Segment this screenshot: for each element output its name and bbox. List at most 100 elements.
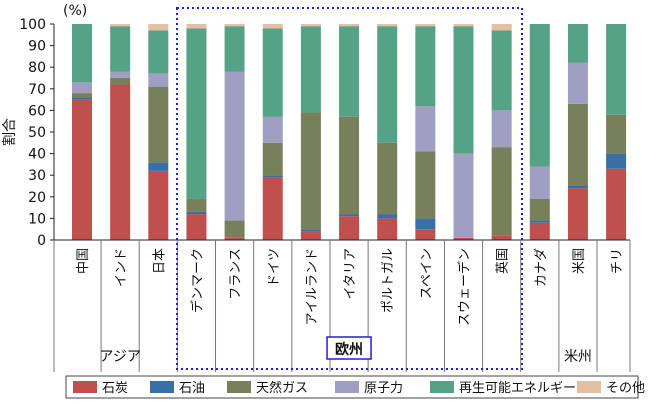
bar-segment: [110, 26, 131, 72]
bar-segment: [491, 235, 512, 240]
y-tick-labels: 0 10 20 30 40 50 60 70 80 90 100: [19, 17, 46, 249]
y-tick-label: 70: [28, 82, 46, 98]
bar-segment: [339, 26, 360, 117]
group-labels: アジア 欧州 米州: [99, 336, 592, 365]
bar-segment: [110, 84, 131, 240]
bar-segment: [300, 26, 321, 113]
x-category-label: 英国: [496, 248, 511, 274]
x-category-label: スウェーデン: [457, 248, 473, 326]
bar-segment: [415, 218, 436, 230]
bar-segment: [262, 28, 283, 117]
bar-segment: [377, 26, 398, 143]
bar-segment: [72, 82, 92, 94]
legend-swatch: [150, 381, 174, 393]
bar-segment: [110, 71, 131, 78]
bar-segment: [224, 237, 245, 240]
legend-label: 天然ガス: [256, 380, 308, 396]
bar-segment: [567, 24, 588, 63]
bar-segment: [491, 30, 512, 111]
x-category-label: スペイン: [419, 248, 434, 299]
category-labels: 中国 インド 日本 デンマーク フランス ドイツ アイルランド イタリア ポルトガル スペイン スウ…: [76, 248, 625, 326]
stacked-bars: [72, 24, 627, 240]
bar-segment: [453, 237, 474, 240]
bar-segment: [148, 162, 169, 171]
bar-segment: [606, 114, 627, 154]
bar-segment: [300, 24, 321, 27]
bar-segment: [186, 28, 207, 199]
legend-label: 石油: [179, 381, 205, 396]
bar-segment: [339, 214, 360, 217]
bar-segment: [72, 24, 92, 83]
bar-segment: [453, 153, 474, 238]
y-tick-label: 60: [28, 103, 46, 119]
bar-segment: [300, 112, 321, 230]
bar-segment: [262, 142, 283, 176]
legend-label: 再生可能エネルギー: [459, 381, 576, 396]
y-tick-label: 50: [28, 125, 46, 141]
bar-segment: [529, 222, 550, 240]
bar-segment: [606, 24, 627, 115]
legend-label: その他: [606, 381, 645, 396]
bar-segment: [186, 211, 207, 215]
y-tick-label: 40: [28, 147, 46, 163]
bar-segment: [262, 24, 283, 29]
bar-segment: [567, 186, 588, 189]
bar-segment: [567, 103, 588, 186]
x-category-label: アイルランド: [305, 248, 320, 325]
bar-segment: [186, 198, 207, 212]
bar-segment: [491, 24, 512, 31]
bar-segment: [300, 231, 321, 240]
bar-segment: [453, 24, 474, 27]
bar-segment: [377, 218, 398, 240]
bar-segment: [224, 220, 245, 238]
x-category-label: 日本: [152, 248, 167, 274]
bar-segment: [453, 26, 474, 154]
x-category-label: チリ: [610, 248, 625, 274]
bar-segment: [148, 24, 169, 31]
bar-segment: [300, 229, 321, 232]
bar-segment: [529, 220, 550, 223]
bar-segment: [262, 116, 283, 143]
bar-segment: [606, 168, 627, 240]
x-category-label: 中国: [76, 248, 91, 274]
bar-segment: [415, 229, 436, 240]
bar-segment: [377, 214, 398, 219]
bar-segment: [606, 153, 627, 169]
y-unit-label: (%): [63, 3, 87, 19]
bar-segment: [415, 106, 436, 152]
bar-segment: [262, 177, 283, 240]
x-category-label: イタリア: [343, 248, 358, 299]
group-label: 欧州: [335, 341, 363, 358]
y-tick-marks: [50, 23, 54, 241]
legend-label: 石炭: [102, 381, 128, 396]
bar-segment: [148, 86, 169, 163]
bar-segment: [339, 24, 360, 27]
bar-segment: [415, 26, 436, 107]
y-tick-label: 10: [28, 211, 46, 227]
y-tick-label: 0: [37, 233, 46, 249]
bar-segment: [567, 62, 588, 104]
x-category-label: ドイツ: [267, 248, 282, 287]
bar-segment: [491, 147, 512, 236]
group-label: アジア: [99, 349, 140, 365]
group-label: 米州: [564, 349, 592, 365]
legend-swatch: [227, 381, 251, 393]
bar-segment: [110, 24, 131, 27]
x-category-label: フランス: [229, 248, 244, 300]
legend-swatch: [335, 381, 359, 393]
bar-segment: [224, 26, 245, 72]
bar-segment: [529, 198, 550, 221]
bar-segment: [377, 142, 398, 215]
bar-segment: [186, 24, 207, 29]
bar-segment: [148, 73, 169, 87]
europe-highlight-box: [176, 7, 523, 370]
bar-segment: [415, 24, 436, 27]
bar-segment: [377, 24, 398, 27]
bar-segment: [110, 78, 131, 85]
legend-swatch: [430, 381, 454, 393]
legend-swatch: [577, 381, 601, 393]
y-axis-title: 割合: [1, 118, 18, 146]
y-tick-label: 20: [28, 190, 46, 206]
bar-segment: [72, 97, 92, 100]
